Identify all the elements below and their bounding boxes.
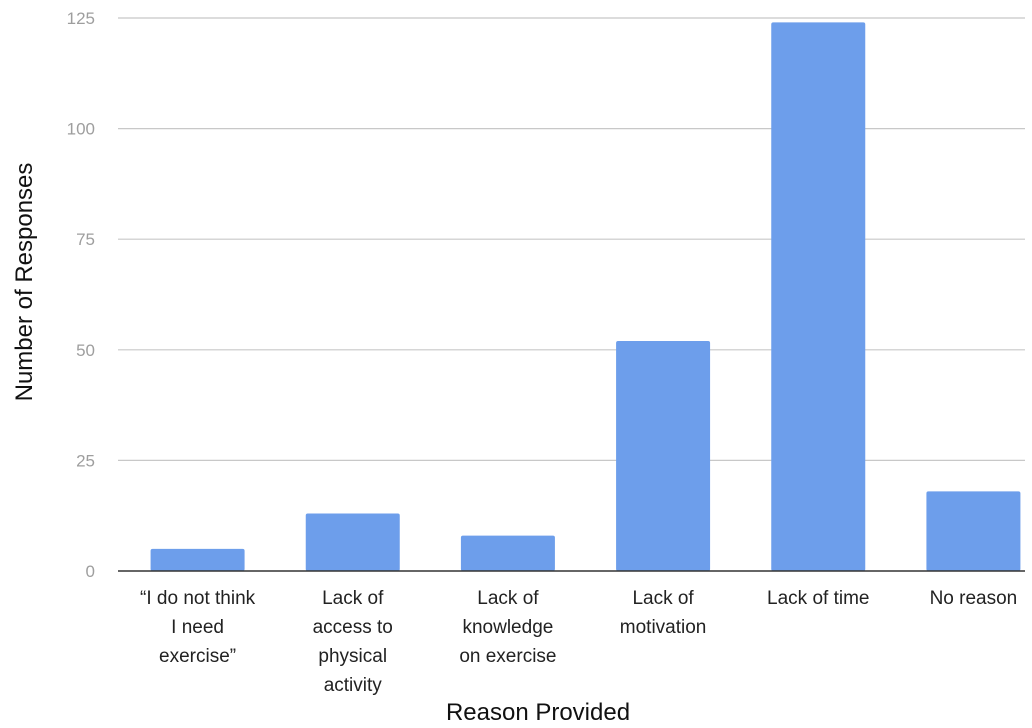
x-axis-categories: “I do not think I need exercise” Lack of acc… (140, 588, 1017, 696)
bar (616, 340, 711, 571)
bar (771, 22, 866, 571)
x-tick-label: Lack of time (767, 588, 869, 609)
x-axis-title: Reason Provided (446, 699, 630, 726)
y-tick-label: 0 (86, 562, 95, 581)
x-tick-label: No reason (930, 588, 1018, 609)
y-tick-label: 100 (67, 120, 95, 139)
bar (460, 535, 555, 571)
y-axis-title: Number of Responses (11, 163, 38, 402)
y-axis-ticks: 0 25 50 75 100 125 (67, 9, 95, 581)
y-tick-label: 125 (67, 9, 95, 28)
bar (150, 548, 245, 571)
x-tick-label: on exercise (459, 646, 556, 667)
x-tick-label: access to (313, 617, 393, 638)
y-tick-label: 75 (76, 230, 95, 249)
y-tick-label: 50 (76, 341, 95, 360)
x-tick-label: physical (318, 646, 387, 667)
x-tick-label: Lack of (632, 588, 694, 609)
x-tick-label: I need (171, 617, 224, 638)
x-tick-label: Lack of (477, 588, 539, 609)
x-tick-label: motivation (620, 617, 707, 638)
x-tick-label: exercise” (159, 646, 236, 667)
bars (150, 22, 1021, 571)
x-tick-label: activity (324, 675, 383, 696)
x-tick-label: Lack of (322, 588, 384, 609)
bar (305, 513, 400, 571)
bar (926, 491, 1021, 571)
gridlines (118, 17, 1025, 461)
x-tick-label: knowledge (462, 617, 553, 638)
x-tick-label: “I do not think (140, 588, 256, 609)
y-tick-label: 25 (76, 451, 95, 470)
